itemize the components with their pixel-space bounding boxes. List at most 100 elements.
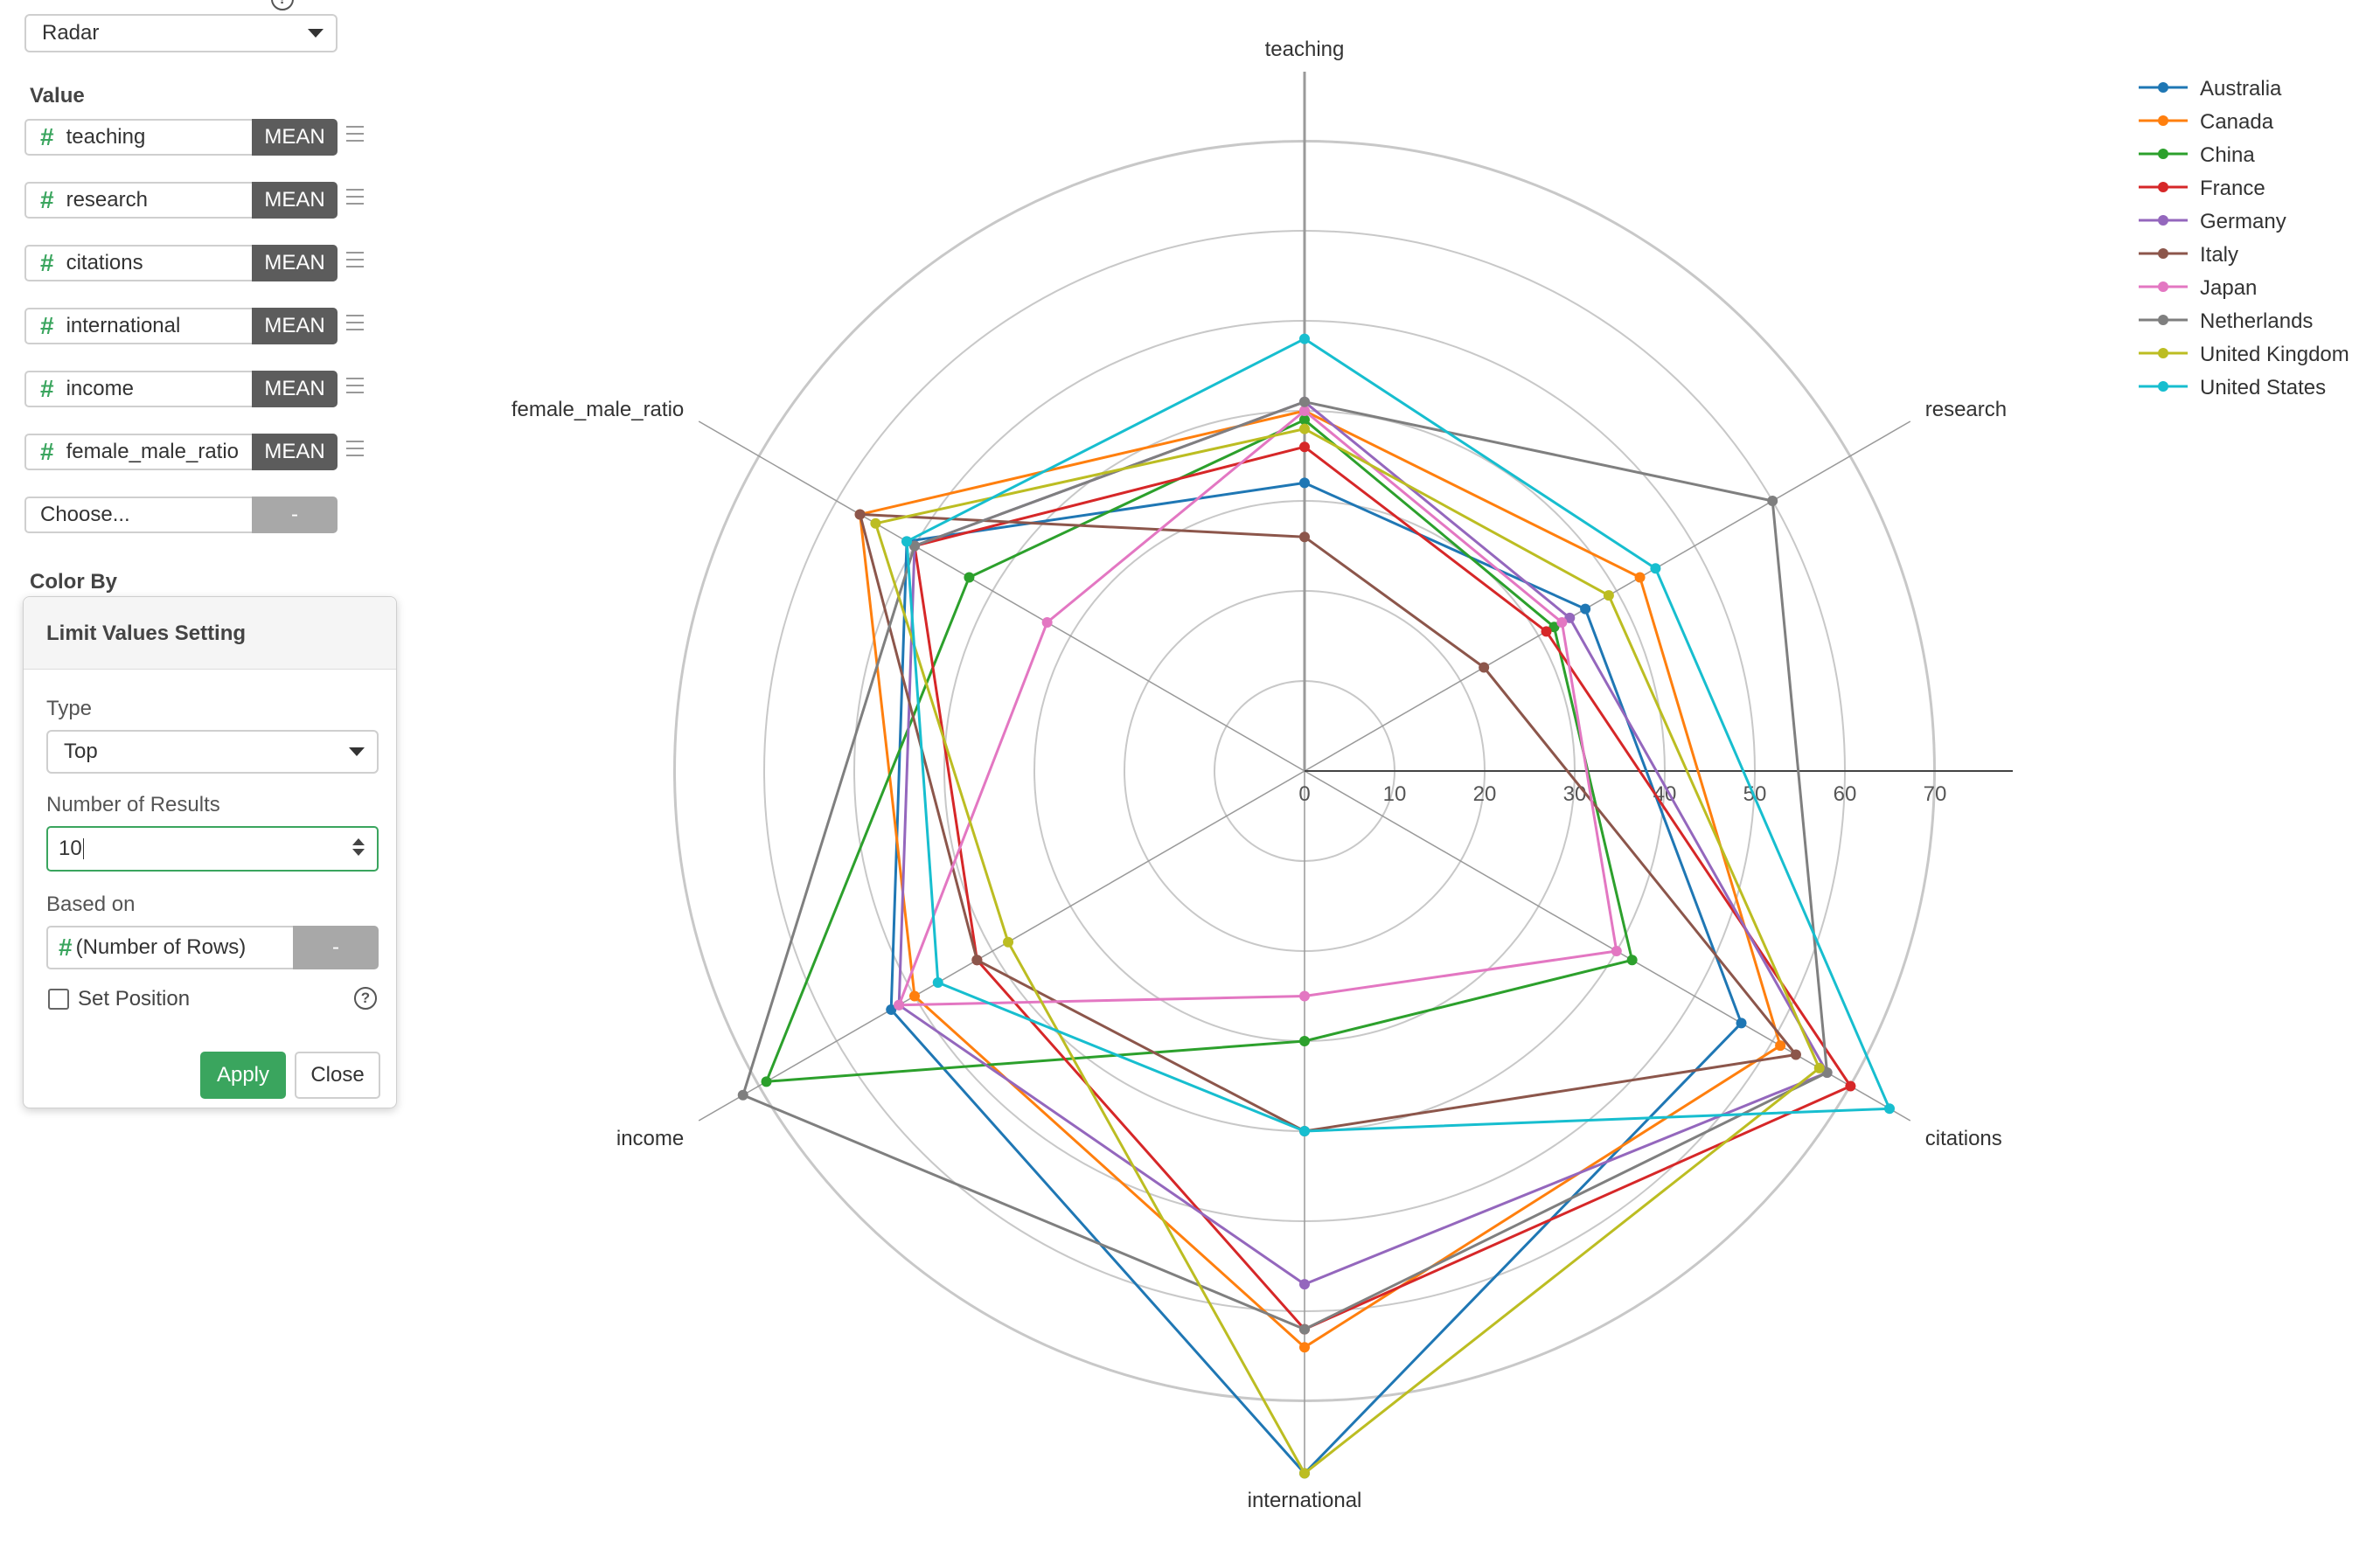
- legend-swatch: [2139, 149, 2188, 159]
- series-point: [1299, 1279, 1310, 1290]
- series-australia: [886, 477, 1747, 1479]
- drag-handle-icon[interactable]: [346, 126, 364, 147]
- series-point: [1580, 603, 1591, 615]
- choose-column-field[interactable]: Choose...: [24, 497, 252, 533]
- series-point: [1626, 955, 1638, 966]
- value-row-female-male-ratio: # female_male_ratio MEAN: [24, 434, 364, 470]
- legend-item-united-kingdom[interactable]: United Kingdom: [2137, 339, 2373, 371]
- aggregation-button[interactable]: MEAN: [252, 308, 338, 344]
- color-by-label: Color By: [30, 570, 118, 594]
- series-point: [1003, 936, 1014, 948]
- value-column-field[interactable]: # teaching: [24, 119, 252, 156]
- set-position-checkbox[interactable]: [48, 989, 69, 1010]
- legend-item-italy[interactable]: Italy: [2137, 240, 2373, 271]
- legend-label: Japan: [2200, 276, 2258, 300]
- legend-item-australia[interactable]: Australia: [2137, 73, 2373, 105]
- stepper-icon[interactable]: [352, 838, 365, 861]
- value-column-field[interactable]: # research: [24, 182, 252, 219]
- series-point: [870, 517, 881, 529]
- legend-swatch: [2139, 82, 2188, 93]
- legend-item-germany[interactable]: Germany: [2137, 206, 2373, 238]
- value-column-field[interactable]: # international: [24, 308, 252, 344]
- legend-item-netherlands[interactable]: Netherlands: [2137, 306, 2373, 337]
- series-point: [1845, 1080, 1856, 1092]
- value-column-field[interactable]: # income: [24, 371, 252, 407]
- series-point: [901, 536, 913, 547]
- axis-spoke: [698, 420, 1305, 772]
- series-point: [1634, 572, 1646, 583]
- legend-swatch-dot: [2158, 248, 2168, 259]
- close-button[interactable]: Close: [295, 1052, 380, 1099]
- drag-handle-icon[interactable]: [346, 252, 364, 273]
- choose-aggregation-button[interactable]: -: [252, 497, 338, 533]
- axis-label-international: international: [1248, 1489, 1362, 1512]
- series-point: [1299, 396, 1310, 407]
- series-point: [1541, 626, 1552, 637]
- chart-type-select[interactable]: Radar: [24, 14, 338, 52]
- series-point: [886, 1004, 897, 1015]
- legend-swatch-dot: [2158, 215, 2168, 226]
- help-icon[interactable]: ?: [354, 987, 377, 1010]
- legend-swatch: [2139, 182, 2188, 192]
- legend-item-china[interactable]: China: [2137, 140, 2373, 171]
- series-line: [897, 409, 1618, 1007]
- series-point: [1650, 563, 1661, 574]
- legend-label: Germany: [2200, 210, 2286, 233]
- based-on-field[interactable]: # (Number of Rows): [46, 926, 293, 969]
- legend-item-canada[interactable]: Canada: [2137, 107, 2373, 138]
- series-point: [1821, 1067, 1833, 1079]
- number-type-icon: #: [40, 312, 54, 339]
- series-point: [1041, 617, 1053, 629]
- legend-swatch-dot: [2158, 381, 2168, 392]
- value-row-research: # research MEAN: [24, 182, 364, 219]
- chevron-down-icon: [308, 29, 324, 38]
- apply-button[interactable]: Apply: [200, 1052, 286, 1099]
- series-point: [1299, 531, 1310, 543]
- drag-handle-icon[interactable]: [346, 315, 364, 336]
- limit-type-select[interactable]: Top: [46, 730, 379, 774]
- legend-item-united-states[interactable]: United States: [2137, 372, 2373, 404]
- legend-swatch: [2139, 348, 2188, 358]
- legend-swatch-dot: [2158, 281, 2168, 292]
- series-point: [1299, 1468, 1310, 1479]
- aggregation-button[interactable]: MEAN: [252, 182, 338, 219]
- popover-title: Limit Values Setting: [46, 622, 247, 645]
- drag-handle-icon[interactable]: [346, 189, 364, 210]
- series-france: [908, 441, 1856, 1335]
- based-on-button[interactable]: -: [293, 926, 379, 969]
- drag-handle-icon[interactable]: [346, 441, 364, 462]
- drag-handle-icon[interactable]: [346, 378, 364, 399]
- value-column-field[interactable]: # female_male_ratio: [24, 434, 252, 470]
- series-united-kingdom: [870, 423, 1825, 1479]
- aggregation-button[interactable]: MEAN: [252, 371, 338, 407]
- series-netherlands: [737, 396, 1833, 1335]
- series-point: [1548, 622, 1560, 633]
- number-type-icon: #: [40, 123, 54, 150]
- series-point: [908, 540, 920, 552]
- series-point: [1299, 1126, 1310, 1136]
- popover-header: [24, 597, 396, 670]
- chevron-down-icon: [349, 747, 365, 756]
- series-point: [1884, 1103, 1896, 1115]
- axis-spoke: [1304, 770, 1911, 1122]
- number-type-icon: #: [40, 438, 54, 465]
- series-point: [737, 1089, 748, 1101]
- legend-item-japan[interactable]: Japan: [2137, 273, 2373, 304]
- series-united-states: [901, 333, 1896, 1136]
- legend-swatch: [2139, 248, 2188, 259]
- radial-tick-label: 70: [1924, 782, 1947, 806]
- limit-type-value: Top: [64, 740, 98, 763]
- aggregation-button[interactable]: MEAN: [252, 245, 338, 281]
- number-type-icon: #: [40, 249, 54, 276]
- number-of-results-input[interactable]: 10: [46, 826, 379, 872]
- legend-item-france[interactable]: France: [2137, 173, 2373, 205]
- value-column-field[interactable]: # citations: [24, 245, 252, 281]
- series-point: [1299, 333, 1310, 344]
- legend-swatch-dot: [2158, 115, 2168, 126]
- axis-spoke: [698, 770, 1305, 1122]
- series-point: [1299, 406, 1310, 416]
- aggregation-button[interactable]: MEAN: [252, 434, 338, 470]
- aggregation-button[interactable]: MEAN: [252, 119, 338, 156]
- legend-label: France: [2200, 177, 2265, 200]
